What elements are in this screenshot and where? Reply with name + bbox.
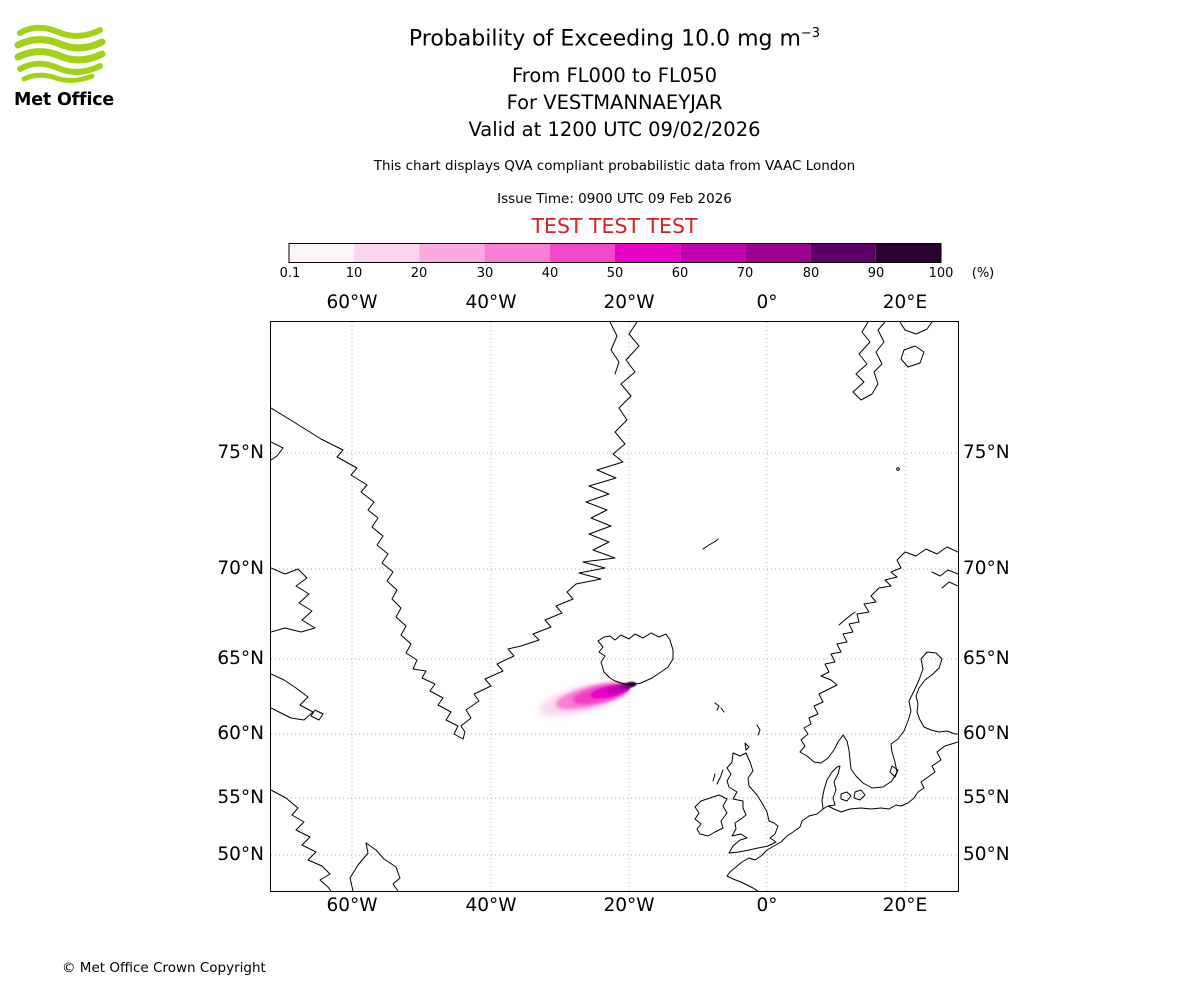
colorbar-segment [419, 243, 485, 263]
lat-label-left: 60°N [217, 723, 264, 744]
lon-label-top: 20°W [603, 292, 655, 313]
bear-island [896, 467, 900, 471]
colorbar-segment [875, 243, 941, 263]
labrador-coast [270, 789, 332, 892]
colorbar-tick: 30 [476, 266, 494, 281]
lon-label-bottom: 0° [756, 895, 778, 916]
lat-label-right: 55°N [963, 787, 1010, 808]
colorbar-tick: 20 [410, 266, 428, 281]
lat-label-right: 50°N [963, 844, 1010, 865]
lon-label-bottom: 20°W [603, 895, 655, 916]
lat-label-right: 70°N [963, 558, 1010, 579]
faroe-islands [714, 702, 725, 713]
colorbar-tick: 0.1 [279, 266, 301, 281]
page-title: Probability of Exceeding 10.0 mg m−3 [29, 26, 1200, 51]
page-title-exponent: −3 [800, 26, 821, 41]
ireland-coast [694, 794, 728, 837]
met-office-logo: Met Office [14, 24, 134, 110]
colorbar-tick: 10 [345, 266, 363, 281]
colorbar-tick: 50 [606, 266, 624, 281]
lon-label-top: 0° [756, 292, 778, 313]
scandinavia-coast [799, 546, 959, 789]
lat-label-left: 75°N [217, 442, 264, 463]
great-britain-coast [726, 752, 779, 854]
map-canvas [270, 321, 959, 892]
colorbar-tick: 90 [867, 266, 885, 281]
volcano-name: For VESTMANNAEYJAR [506, 91, 723, 114]
lon-label-top: 60°W [326, 292, 378, 313]
probability-plume [539, 682, 637, 716]
lat-label-left: 55°N [217, 787, 264, 808]
baffin-island-coast [270, 567, 316, 633]
lon-label-bottom: 40°W [465, 895, 517, 916]
test-banner: TEST TEST TEST [531, 214, 698, 238]
jan-mayen-island [702, 538, 719, 550]
issue-time: Issue Time: 0900 UTC 09 Feb 2026 [497, 191, 732, 207]
colorbar-segment [810, 243, 876, 263]
baltic-southeast-coast [726, 741, 959, 892]
flight-level-range: From FL000 to FL050 [511, 64, 718, 87]
colorbar-tick: 40 [541, 266, 559, 281]
colorbar-tick: 60 [671, 266, 689, 281]
lat-label-left: 50°N [217, 844, 264, 865]
svalbard-edgeoya [900, 345, 925, 368]
colorbar-segment [354, 243, 420, 263]
gotland-island [889, 765, 899, 778]
copyright-notice: © Met Office Crown Copyright [62, 960, 266, 976]
shetland-islands [756, 724, 761, 736]
colorbar-segment [289, 243, 355, 263]
colorbar-segment [745, 243, 811, 263]
colorbar-tick: 100 [928, 266, 954, 281]
newfoundland-coast [349, 842, 401, 892]
lat-label-right: 60°N [963, 723, 1010, 744]
lon-label-top: 20°E [882, 292, 928, 313]
orkney-islands [744, 742, 750, 751]
lon-label-bottom: 20°E [882, 895, 928, 916]
colorbar-segment [484, 243, 550, 263]
map-frame [270, 321, 959, 892]
lat-label-right: 75°N [963, 442, 1010, 463]
resolution-island [310, 709, 324, 721]
colorbar-segment [615, 243, 681, 263]
ellesmere-coast [270, 441, 284, 461]
colorbar-tick-labels: 0.1 10 20 30 40 50 60 70 80 90 100 (%) [280, 266, 1028, 284]
colorbar-segment [549, 243, 615, 263]
lon-label-bottom: 60°W [326, 895, 378, 916]
hebrides-islands [712, 769, 724, 785]
colorbar-unit: (%) [971, 266, 995, 281]
qva-compliance-note: This chart displays QVA compliant probab… [373, 158, 856, 174]
lat-label-left: 65°N [217, 648, 264, 669]
varanger-coast [931, 569, 959, 589]
met-office-logo-text: Met Office [14, 90, 115, 110]
colorbar-segments [289, 243, 941, 263]
lofoten-islands [838, 611, 856, 626]
probability-colorbar [288, 243, 942, 263]
colorbar-tick: 80 [802, 266, 820, 281]
colorbar-frame [288, 243, 942, 263]
iceland-coast [597, 632, 674, 686]
svalbard-spitsbergen [852, 321, 886, 401]
page-title-text: Probability of Exceeding 10.0 mg m [408, 26, 801, 52]
colorbar-segment [680, 243, 746, 263]
greenland-coast [270, 321, 640, 740]
greenland-fjord-strand [609, 321, 620, 375]
danish-islands [840, 789, 866, 802]
svalbard-nordaustlandet [899, 321, 933, 335]
lon-label-top: 40°W [465, 292, 517, 313]
lat-label-left: 70°N [217, 558, 264, 579]
met-office-logo-waves [14, 24, 106, 83]
graticule [271, 322, 958, 891]
lat-label-right: 65°N [963, 648, 1010, 669]
frobisher-coast [270, 673, 314, 721]
jutland-coast [821, 765, 841, 810]
colorbar-tick: 70 [736, 266, 754, 281]
valid-time: Valid at 1200 UTC 09/02/2026 [468, 118, 761, 141]
